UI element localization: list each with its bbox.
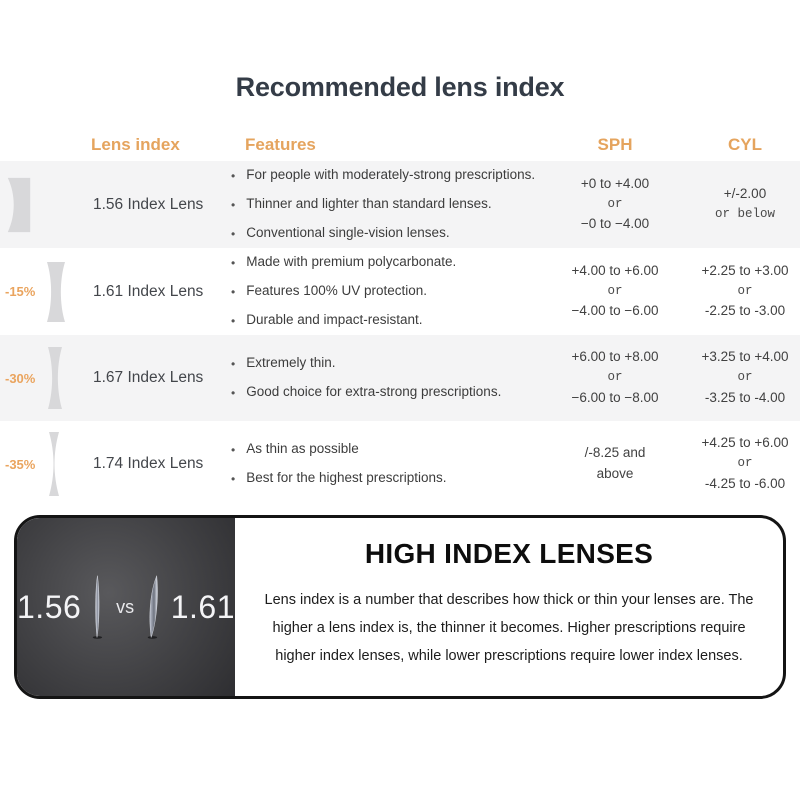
lens-name: 1.74 Index Lens xyxy=(93,455,204,472)
sph-range: +0 to +4.00 or −0 to −4.00 xyxy=(580,175,650,232)
lens-1.56-profile-icon xyxy=(92,575,103,639)
header-cyl: CYL xyxy=(728,135,762,154)
table-row: -35% 1.74 Index Lens • As thin as possibl… xyxy=(0,421,800,507)
bullet-icon: • xyxy=(231,226,236,241)
table-row: 1.56 Index Lens • For people with moderat… xyxy=(0,161,800,248)
cyl-range: +/-2.00 or below xyxy=(714,186,775,222)
lens-thickness-icon xyxy=(47,261,66,322)
feature-item: • Best for the highest prescriptions. xyxy=(231,469,447,486)
lens-index-table: Lens index Features SPH CYL 1.56 Index L… xyxy=(0,129,800,507)
feature-item: • Durable and impact-resistant. xyxy=(231,311,423,328)
bullet-icon: • xyxy=(231,168,236,183)
feature-item: • Made with premium polycarbonate. xyxy=(231,253,457,270)
feature-item: • Thinner and lighter than standard lense… xyxy=(231,195,492,212)
sph-range: +4.00 to +6.00 or −4.00 to −6.00 xyxy=(571,262,659,319)
lens-comparison-photo: 1.56 vs 1.61 xyxy=(17,518,235,696)
lens-right-label: 1.61 xyxy=(170,588,235,625)
lens-thickness-icon xyxy=(7,177,31,232)
bullet-icon: • xyxy=(231,255,236,270)
table-header-row: Lens index Features SPH CYL xyxy=(0,129,800,161)
lens-left-label: 1.56 xyxy=(17,588,82,625)
discount-badge: -15% xyxy=(5,284,36,299)
bullet-icon: • xyxy=(231,284,236,299)
feature-item: • Features 100% UV protection. xyxy=(231,282,428,299)
page-title: Recommended lens index xyxy=(235,72,565,102)
bullet-icon: • xyxy=(231,356,236,371)
bullet-icon: • xyxy=(231,442,236,457)
lens-name: 1.56 Index Lens xyxy=(93,195,204,213)
header-lens-index: Lens index xyxy=(91,135,180,154)
sph-range: /-8.25 and above xyxy=(584,445,646,481)
lens-name: 1.67 Index Lens xyxy=(93,369,204,386)
lens-1.61-profile-icon xyxy=(147,575,158,639)
cyl-range: +4.25 to +6.00 or -4.25 to -6.00 xyxy=(701,435,789,491)
discount-badge: -35% xyxy=(5,456,36,472)
lens-name: 1.61 Index Lens xyxy=(93,282,204,300)
table-row: -15% 1.61 Index Lens • Made with premium … xyxy=(0,248,800,335)
bullet-icon: • xyxy=(231,313,236,328)
discount-badge: -30% xyxy=(5,370,36,386)
lens-thickness-icon xyxy=(49,432,60,496)
feature-item: • For people with moderately-strong presc… xyxy=(231,166,536,183)
cyl-range: +2.25 to +3.00 or -2.25 to -3.00 xyxy=(701,262,789,319)
lens-thickness-icon xyxy=(48,347,63,409)
table-row: -30% 1.67 Index Lens • Extremely thin. • G… xyxy=(0,335,800,421)
sph-range: +6.00 to +8.00 or −6.00 to −8.00 xyxy=(571,349,659,405)
panel-description: Lens index is a number that describes ho… xyxy=(264,591,754,665)
bullet-icon: • xyxy=(231,385,236,400)
header-features: Features xyxy=(245,135,316,154)
high-index-info-panel: 1.56 vs 1.61 HIGH INDEX LENSES Lens inde… xyxy=(14,515,786,699)
feature-item: • As thin as possible xyxy=(231,440,359,457)
panel-heading: HIGH INDEX LENSES xyxy=(364,537,654,569)
feature-item: • Conventional single-vision lenses. xyxy=(231,224,450,241)
cyl-range: +3.25 to +4.00 or -3.25 to -4.00 xyxy=(701,349,789,405)
vs-label: vs xyxy=(116,596,135,617)
bullet-icon: • xyxy=(231,471,236,486)
bullet-icon: • xyxy=(231,197,236,212)
feature-item: • Extremely thin. xyxy=(231,354,336,371)
feature-item: • Good choice for extra-strong prescripti… xyxy=(231,383,502,400)
header-sph: SPH xyxy=(597,135,633,154)
